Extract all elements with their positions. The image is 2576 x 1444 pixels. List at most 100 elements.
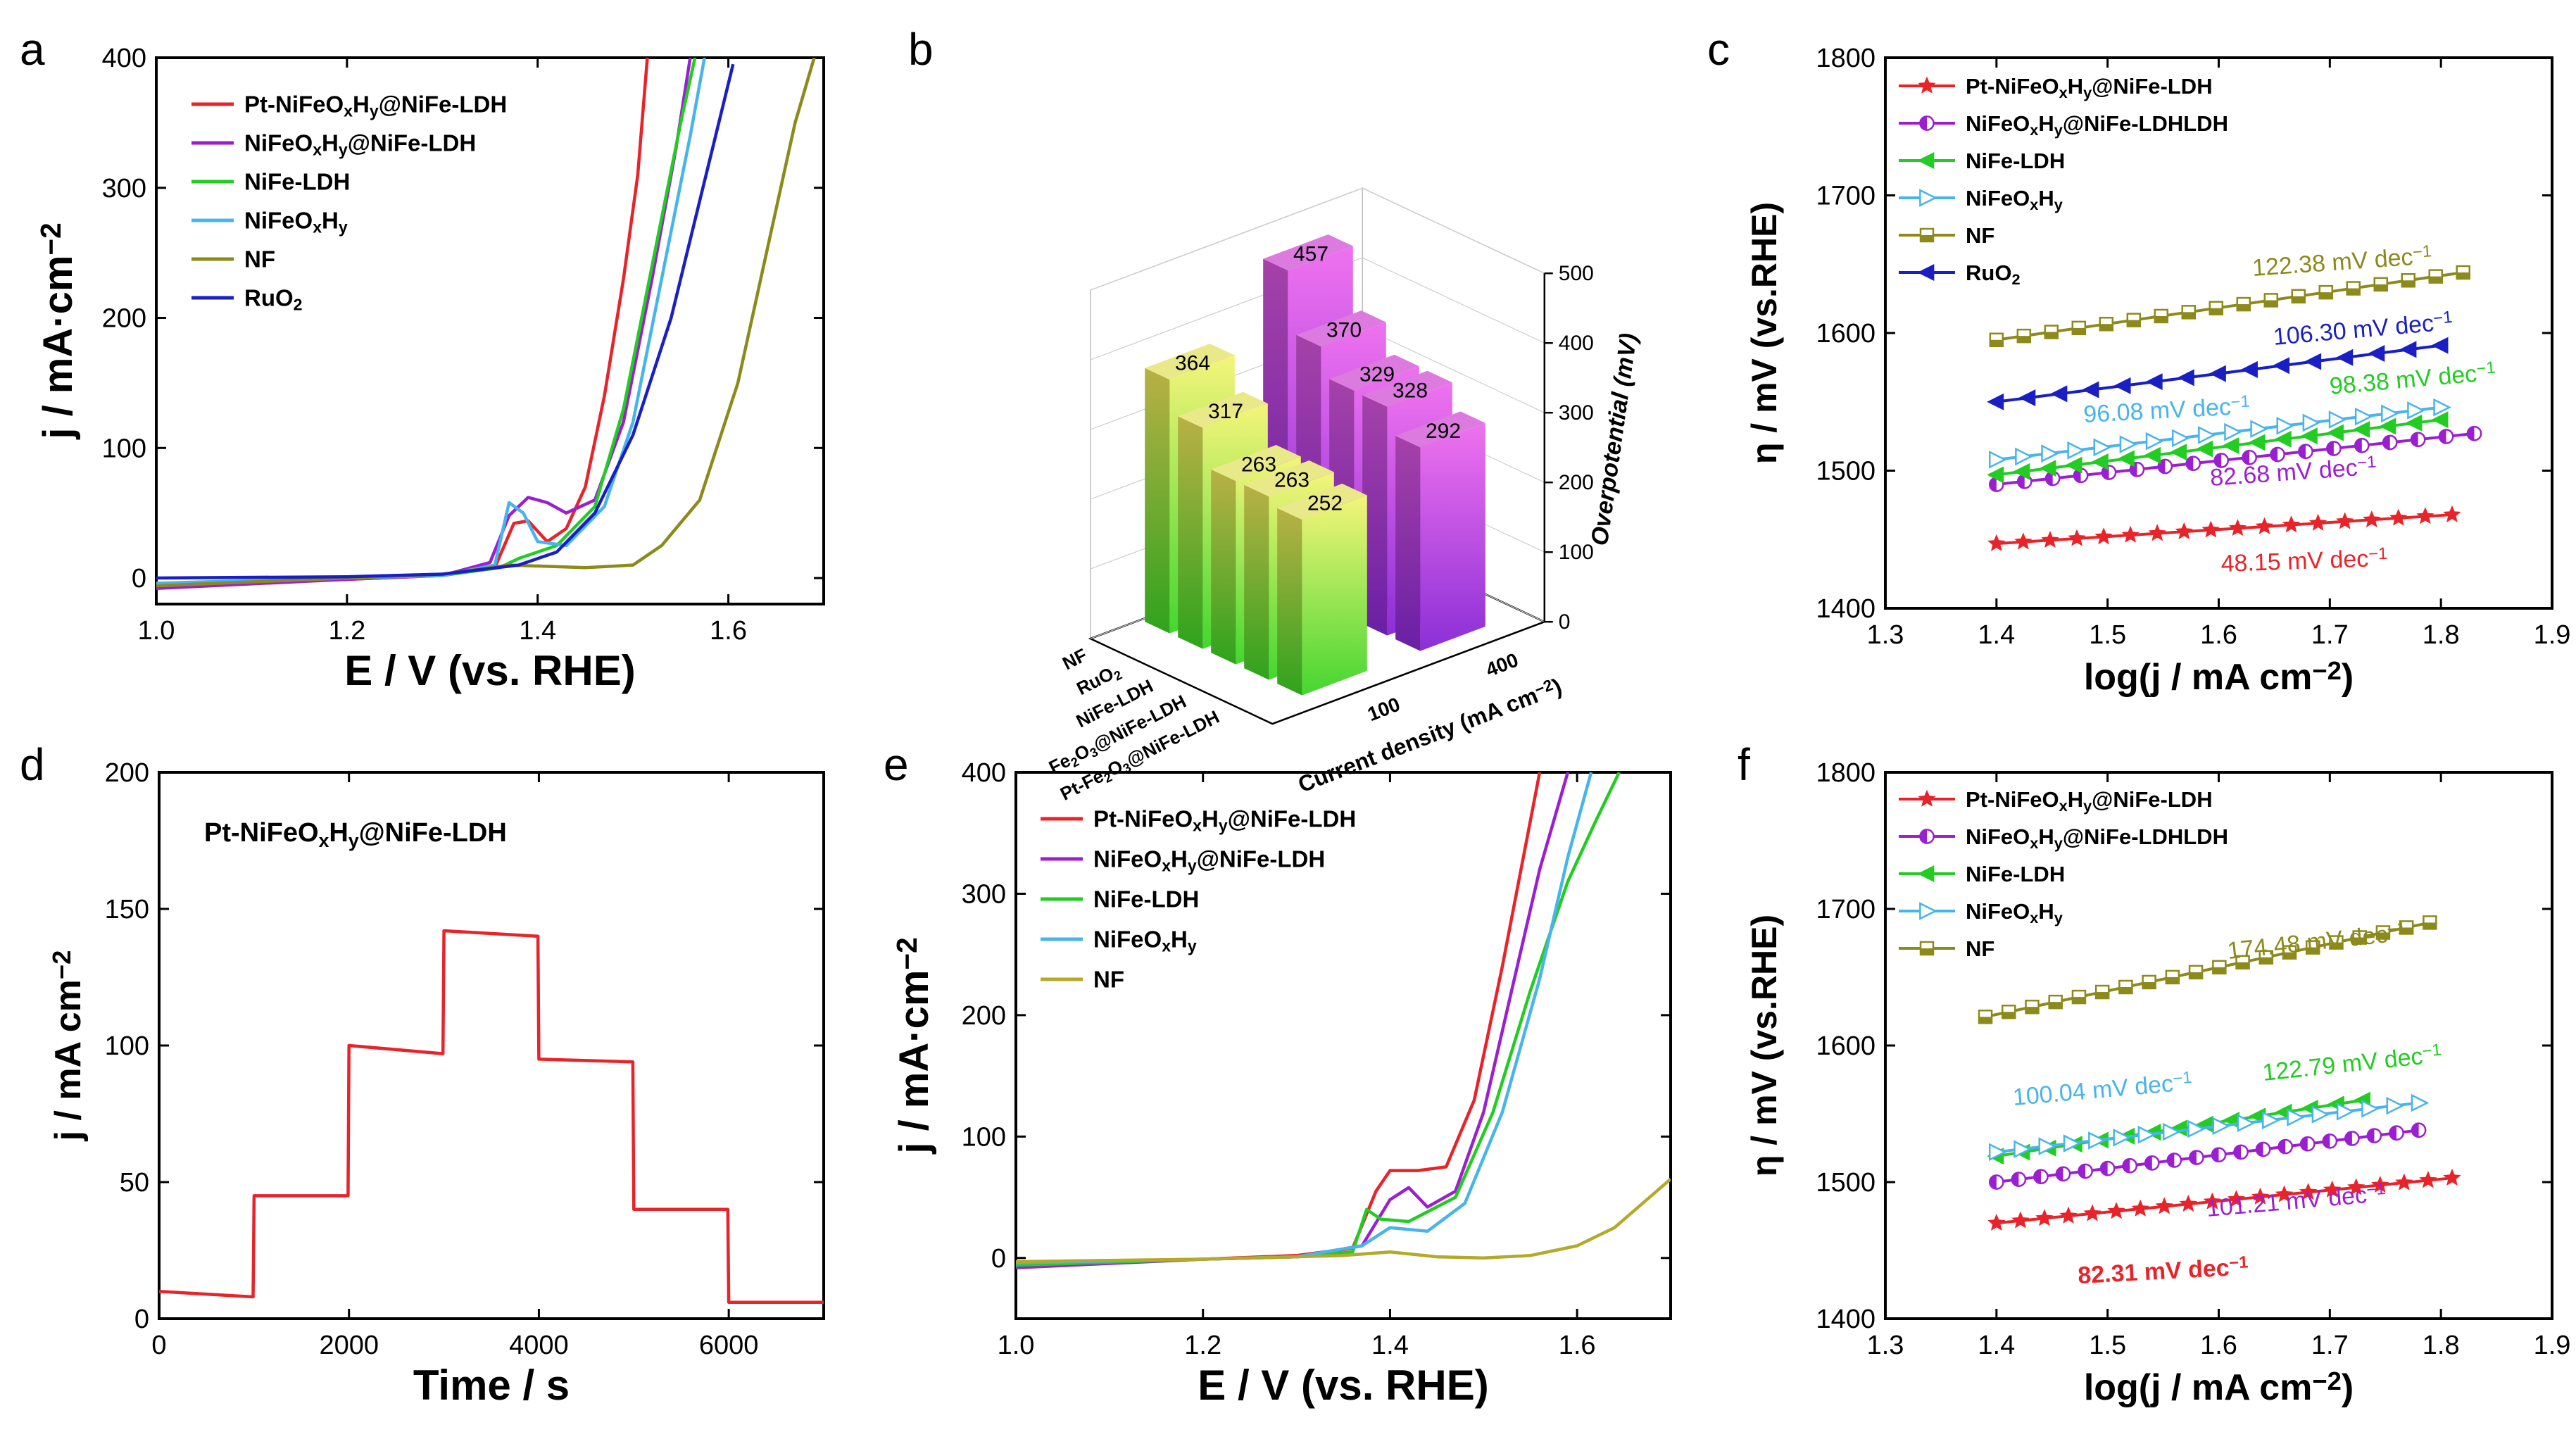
data-point: [2025, 999, 2040, 1015]
marker-fill: [2376, 932, 2389, 939]
slope-label: 101.21 mV dec−1: [2205, 1179, 2387, 1222]
data-point: [2013, 1140, 2032, 1159]
marker-fill: [2025, 1007, 2039, 1014]
data-point: [2177, 369, 2194, 387]
x-tick-label: 1.3: [1867, 620, 1904, 650]
marker-half: [2327, 441, 2334, 456]
legend-label: NiFeOxHy@NiFe-LDHLDH: [1966, 824, 2228, 852]
bar-value-label: 263: [1274, 469, 1309, 492]
series-line-5: [156, 63, 735, 580]
legend-label: NiFe-LDH: [1093, 886, 1199, 912]
plot-frame: [1884, 771, 2553, 1320]
panel-c: 1.3 1.4 1.5 1.6 1.7 1.8 1.9 1400 1500 1600 1700 180…: [1707, 24, 2570, 698]
x-tick-label: 1.2: [1184, 1331, 1221, 1360]
data-point: [2237, 1114, 2256, 1133]
data-point: [2094, 984, 2110, 1000]
data-point: [2099, 1160, 2116, 1176]
data-point: [2059, 1206, 2078, 1224]
legend-marker: [1917, 865, 1935, 883]
marker-fill: [2237, 304, 2250, 311]
plot-frame: [1884, 56, 2553, 610]
slope-label: 82.31 mV dec−1: [2077, 1253, 2249, 1289]
bar-value-label: 329: [1359, 363, 1395, 386]
panel-label: b: [908, 24, 934, 75]
data-point: [2050, 385, 2068, 403]
data-point: [2250, 420, 2269, 438]
marker-fill: [2002, 1012, 2016, 1019]
data-point: [2162, 1122, 2181, 1141]
data-point: [2235, 955, 2250, 970]
data-point: [2039, 460, 2056, 477]
marker-half: [1990, 477, 1997, 491]
y-tick-label: 1400: [1816, 594, 1876, 624]
bar-top: [1362, 370, 1452, 407]
x-tick-label: 1.7: [2311, 1331, 2349, 1360]
bar-front: [1211, 469, 1236, 665]
data-point: [1988, 1174, 2004, 1190]
data-point: [2382, 434, 2398, 451]
marker-half: [2130, 463, 2137, 477]
marker-fill: [2017, 336, 2030, 343]
bar-front: [1145, 368, 1170, 634]
x-tick-label: 1.6: [2200, 1331, 2237, 1360]
data-point: [2466, 425, 2482, 441]
data-point: [2170, 444, 2187, 461]
data-point: [2188, 965, 2204, 980]
data-point: [2048, 994, 2063, 1010]
legend-label: RuO2: [244, 285, 303, 314]
x-tick-label: 1.7: [2311, 620, 2349, 650]
data-point: [2395, 1173, 2413, 1191]
data-point: [2165, 969, 2180, 985]
legend-marker: [1919, 115, 1935, 131]
y-tick-label: 1400: [1816, 1305, 1876, 1334]
data-point: [2119, 435, 2138, 453]
data-point: [2122, 1157, 2138, 1174]
data-point: [2063, 1134, 2082, 1153]
data-point: [2107, 1202, 2125, 1219]
bar-top: [1296, 310, 1386, 347]
bar-value-label: 370: [1326, 319, 1362, 342]
legend-marker: [1917, 263, 1935, 282]
marker-fill: [2264, 300, 2277, 307]
slope-label: 174.48 mV dec−1: [2226, 919, 2408, 965]
marker-half: [2145, 1156, 2152, 1170]
marker-half: [2101, 1162, 2108, 1176]
x-tick-label: 1.5: [2089, 1331, 2126, 1360]
data-point: [2322, 1133, 2338, 1149]
marker-fill: [2292, 296, 2305, 303]
marker-half: [2234, 1145, 2242, 1159]
series-1: 82.68 mV dec−1: [1988, 425, 2482, 492]
marker-half: [2211, 1148, 2219, 1162]
data-point: [2255, 517, 2274, 534]
legend-label: NiFe-LDH: [244, 169, 350, 195]
slope-label: 98.38 mV dec−1: [2328, 358, 2496, 400]
marker-half: [2383, 435, 2390, 450]
data-point: [2016, 328, 2032, 344]
data-point: [2142, 974, 2156, 990]
data-point: [2389, 1125, 2404, 1141]
data-point: [2224, 422, 2242, 441]
legend-label: Pt-NiFeOxHy@NiFe-LDH: [244, 92, 507, 120]
y-axis-label: j / mA·cm−2: [891, 937, 937, 1154]
legend-label: Pt-NiFeOxHy@NiFe-LDH: [1093, 806, 1356, 835]
legend-label: Pt-NiFeOxHy@NiFe-LDH: [1966, 74, 2213, 101]
data-point: [2373, 277, 2389, 292]
plot-frame: [158, 771, 825, 1320]
data-point: [2196, 440, 2213, 458]
data-point: [2347, 1178, 2365, 1195]
data-point: [2277, 1138, 2294, 1155]
legend-marker: [1918, 76, 1936, 94]
data-point: [1987, 393, 2004, 410]
marker-half: [2323, 1134, 2330, 1148]
bar-value-label: 292: [1426, 420, 1461, 443]
slope-label: 48.15 mV dec−1: [2220, 544, 2388, 577]
legend-label: Pt-NiFeOxHy@NiFe-LDH: [1966, 787, 2213, 815]
data-point: [2411, 1093, 2430, 1112]
marker-fill: [2353, 937, 2366, 944]
marker-fill: [2319, 292, 2332, 299]
bar-top: [1145, 344, 1235, 380]
marker-half: [2411, 432, 2418, 446]
marker-fill: [2119, 986, 2132, 993]
data-point: [2044, 470, 2061, 486]
x-tick-label: 1.4: [1371, 1331, 1409, 1360]
